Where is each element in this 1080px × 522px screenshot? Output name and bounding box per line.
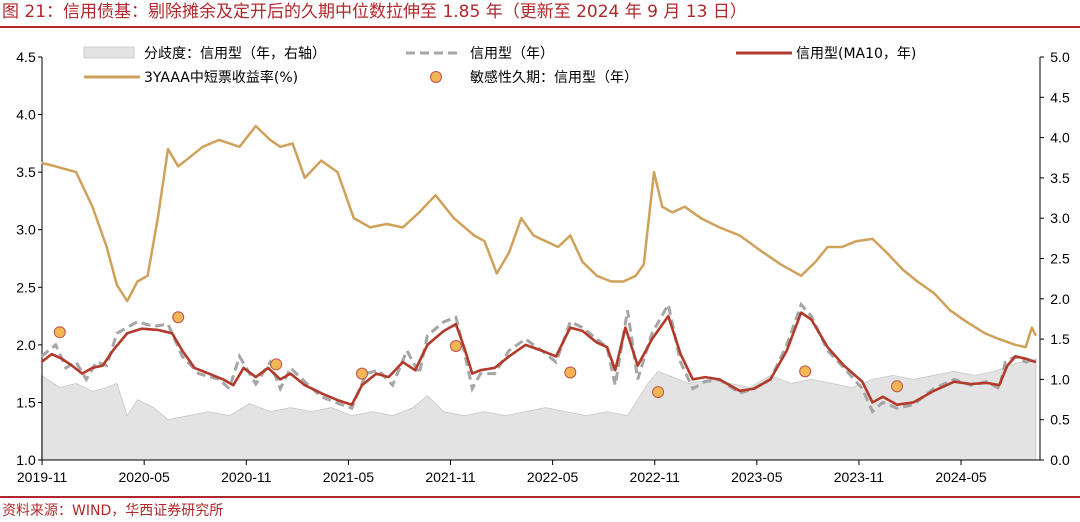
y-right-tick-label: 3.5 [1050, 170, 1070, 186]
x-tick-label: 2021-11 [425, 469, 476, 485]
x-tick-label: 2022-05 [527, 469, 579, 485]
x-tick-label: 2020-11 [221, 469, 272, 485]
legend-label-credit: 信用型（年） [470, 46, 554, 62]
footer-rule [0, 496, 1080, 498]
y-left-tick-label: 4.0 [16, 107, 36, 123]
title-rule [0, 26, 1080, 28]
x-tick-label: 2021-05 [323, 469, 375, 485]
y-left-tick-label: 2.5 [16, 279, 36, 295]
yaaa-line [41, 124, 1038, 349]
sensitive-duration-point [356, 367, 369, 380]
y-left-tick-label: 4.5 [16, 49, 36, 65]
sensitive-duration-point [270, 358, 283, 371]
divergence-area [41, 358, 1037, 461]
chart-title: 图 21：信用债基：剔除摊余及定开后的久期中位数拉伸至 1.85 年（更新至 2… [2, 2, 747, 22]
y-left-tick-label: 3.5 [16, 164, 36, 180]
legend-label-ma10: 信用型(MA10，年) [796, 46, 916, 62]
y-right-tick-label: 0.5 [1050, 412, 1070, 428]
x-tick-label: 2020-05 [118, 469, 170, 485]
x-tick-label: 2023-05 [731, 469, 783, 485]
sensitive-duration-point [564, 366, 577, 379]
y-right-tick-label: 4.0 [1050, 130, 1070, 146]
y-right-tick-label: 2.0 [1050, 291, 1070, 307]
x-tick-label: 2024-05 [935, 469, 987, 485]
y-right-tick-label: 2.5 [1050, 251, 1070, 267]
x-tick-label: 2019-11 [17, 469, 68, 485]
y-right-tick-label: 1.5 [1050, 331, 1070, 347]
x-tick-label: 2022-11 [630, 469, 681, 485]
legend-label-sensitive: 敏感性久期：信用型（年） [470, 69, 638, 86]
legend-label-divergence: 分歧度：信用型（年，右轴） [144, 46, 326, 62]
sensitive-duration-point [449, 340, 462, 353]
sensitive-duration-point [799, 365, 812, 378]
x-tick-label: 2023-11 [834, 469, 885, 485]
legend-swatch-divergence [83, 46, 135, 59]
sensitive-duration-point [172, 311, 185, 324]
y-right-tick-label: 3.0 [1050, 210, 1070, 226]
y-right-tick-label: 1.0 [1050, 371, 1070, 387]
legend-label-yaaa: 3YAAA中短票收益率(%) [144, 69, 298, 86]
y-left-tick-label: 2.0 [16, 337, 36, 353]
source-note: 资料来源：WIND，华西证券研究所 [2, 503, 224, 519]
y-left-tick-label: 1.5 [16, 394, 36, 410]
y-left-tick-label: 3.0 [16, 222, 36, 238]
y-left-tick-label: 1.0 [16, 452, 36, 468]
legend-swatch-sensitive [430, 71, 442, 83]
y-right-tick-label: 0.0 [1050, 452, 1070, 468]
sensitive-duration-point [652, 386, 665, 399]
y-right-tick-label: 4.5 [1050, 89, 1070, 105]
ma10-line [40, 311, 1037, 406]
sensitive-duration-point [53, 326, 66, 339]
sensitive-duration-point [891, 380, 904, 393]
y-right-tick-label: 5.0 [1050, 49, 1070, 65]
